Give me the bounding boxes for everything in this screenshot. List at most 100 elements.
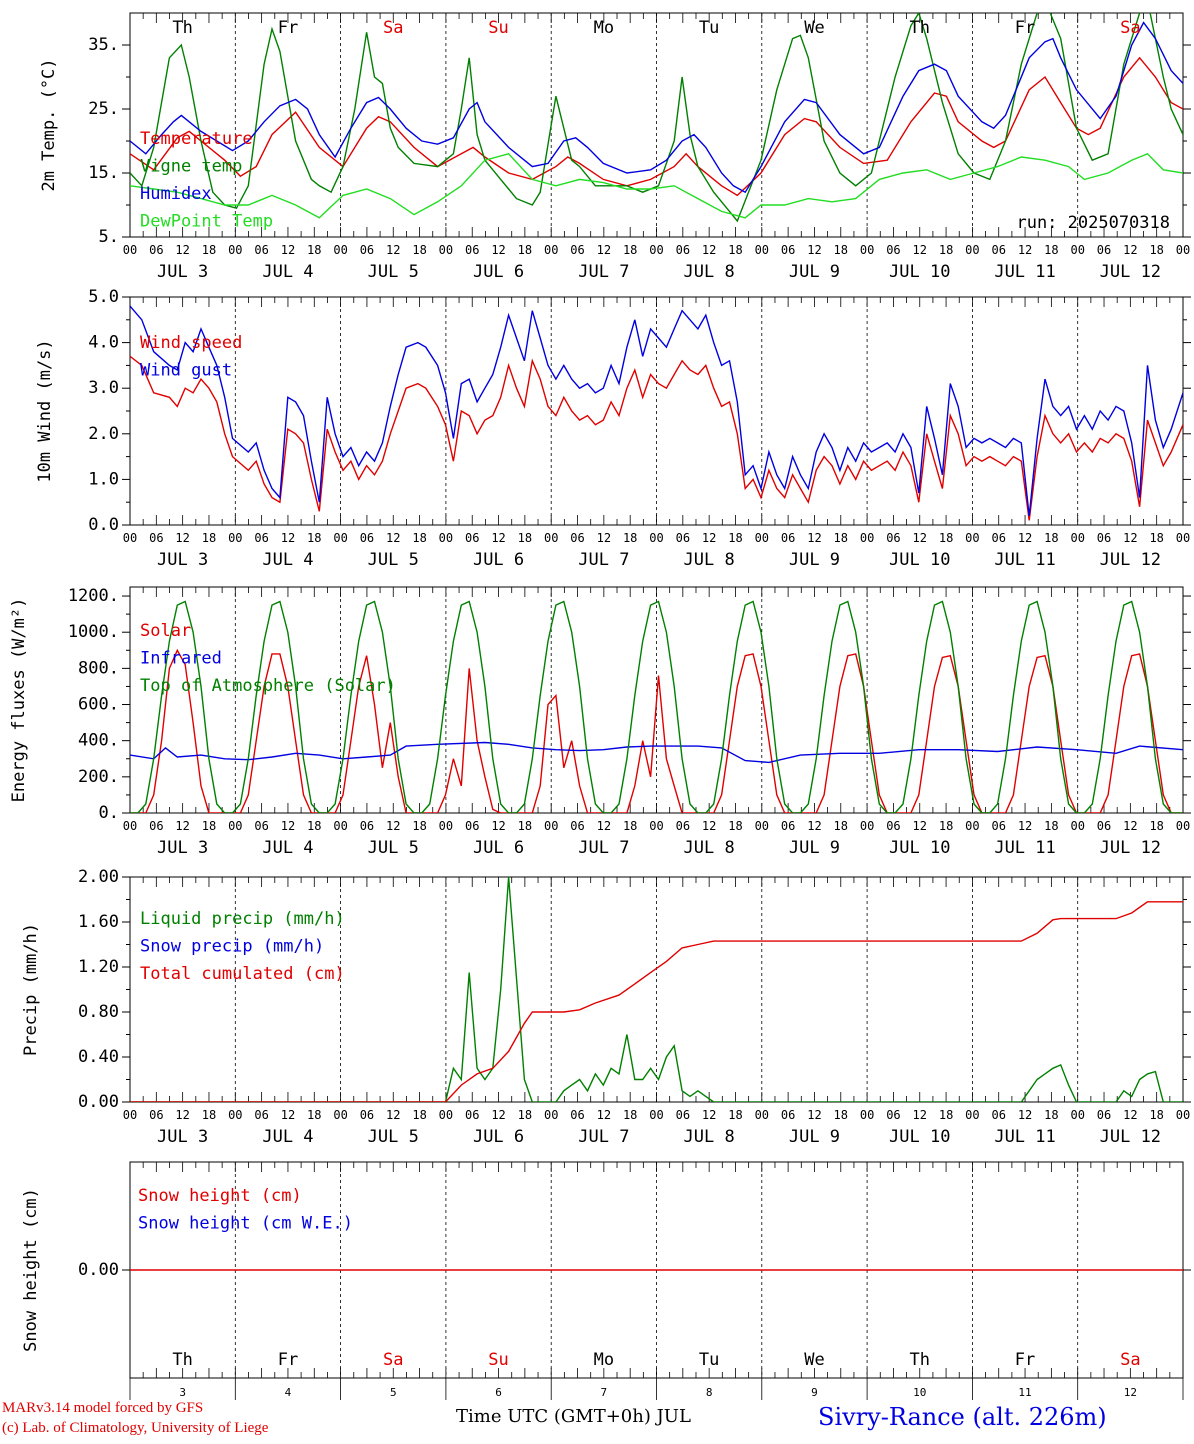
y-axis-label: 2m Temp. (°C)	[39, 58, 59, 191]
hour-label: 18	[412, 531, 426, 545]
hour-label: 18	[1149, 1108, 1163, 1122]
time-axis-title: Time UTC (GMT+0h) JUL	[456, 1406, 691, 1427]
hour-label: 12	[597, 531, 611, 545]
date-label: JUL 6	[473, 550, 524, 570]
plot-frame	[129, 12, 1184, 238]
y-tick-label: 1200.	[68, 586, 119, 606]
y-tick-label: 1.20	[78, 957, 119, 977]
series-line-top-of-atmosphere-solar-	[130, 600, 1183, 813]
hour-label: 06	[991, 531, 1005, 545]
weekday-label: Sa	[383, 18, 403, 38]
hour-label: 00	[1070, 243, 1084, 257]
hour-label: 06	[1097, 531, 1111, 545]
date-label: JUL 6	[473, 1127, 524, 1147]
weekday-label: We	[804, 1350, 824, 1370]
hour-label: 18	[202, 1108, 216, 1122]
weekday-label: Fr	[1015, 18, 1035, 38]
hour-label: 00	[439, 531, 453, 545]
day-number-label: 9	[811, 1386, 818, 1399]
hour-label: 06	[781, 819, 795, 833]
hour-label: 00	[439, 243, 453, 257]
hour-label: 06	[886, 819, 900, 833]
day-number-label: 5	[390, 1386, 397, 1399]
y-axis-label: 10m Wind (m/s)	[35, 339, 55, 482]
hour-label: 06	[254, 819, 268, 833]
hour-label: 06	[149, 819, 163, 833]
hour-label: 00	[123, 243, 137, 257]
hour-label: 06	[676, 819, 690, 833]
day-number-label: 6	[495, 1386, 502, 1399]
weekday-label: Mo	[594, 1350, 614, 1370]
hour-label: 12	[1018, 819, 1032, 833]
hour-label: 00	[965, 819, 979, 833]
legend-entry: Wind gust	[140, 361, 232, 381]
hour-label: 06	[254, 1108, 268, 1122]
hour-label: 00	[333, 243, 347, 257]
date-label: JUL 12	[1100, 550, 1161, 570]
legend-entry: Snow precip (mm/h)	[140, 937, 324, 957]
model-credit: MARv3.14 model forced by GFS	[2, 1400, 204, 1416]
hour-label: 00	[544, 819, 558, 833]
hour-label: 12	[175, 1108, 189, 1122]
hour-label: 00	[439, 1108, 453, 1122]
hour-label: 12	[702, 531, 716, 545]
hour-label: 12	[386, 243, 400, 257]
legend-entry: DewPoint Temp	[140, 212, 273, 232]
y-tick-label: 2.0	[88, 424, 119, 444]
weekday-label: Fr	[278, 1350, 298, 1370]
hour-label: 00	[649, 1108, 663, 1122]
y-axis-label: Energy fluxes (W/m²)	[9, 598, 29, 803]
hour-label: 12	[281, 531, 295, 545]
hour-label: 00	[544, 1108, 558, 1122]
hour-label: 06	[781, 1108, 795, 1122]
hour-label: 12	[807, 1108, 821, 1122]
hour-label: 00	[228, 1108, 242, 1122]
hour-label: 06	[360, 819, 374, 833]
date-label: JUL 11	[994, 550, 1055, 570]
date-label: JUL 4	[262, 550, 313, 570]
hour-label: 12	[491, 243, 505, 257]
y-tick-label: 5.	[99, 227, 119, 247]
hour-label: 12	[1018, 531, 1032, 545]
y-tick-label: 5.0	[88, 287, 119, 307]
date-label: JUL 3	[157, 1127, 208, 1147]
hour-label: 00	[860, 531, 874, 545]
date-label: JUL 7	[578, 838, 629, 858]
hour-label: 18	[518, 1108, 532, 1122]
hour-label: 12	[1123, 1108, 1137, 1122]
date-label: JUL 12	[1100, 262, 1161, 282]
hour-label: 18	[1044, 243, 1058, 257]
date-label: JUL 5	[368, 1127, 419, 1147]
hour-label: 12	[807, 243, 821, 257]
legend-entry: Infrared	[140, 649, 222, 669]
legend-entry: Temperature	[140, 129, 253, 149]
panel-snow: 0.00 Snow height (cm) Snow height (cm) Snow…	[21, 1161, 1191, 1400]
legend-entry: Top of Atmosphere (Solar)	[140, 676, 396, 696]
hour-label: 00	[123, 819, 137, 833]
hour-label: 18	[202, 243, 216, 257]
hour-label: 06	[570, 819, 584, 833]
hour-label: 00	[1176, 1108, 1190, 1122]
date-label: JUL 11	[994, 1127, 1055, 1147]
date-label: JUL 7	[578, 262, 629, 282]
hour-label: 00	[228, 531, 242, 545]
hour-label: 12	[702, 819, 716, 833]
lab-credit: (c) Lab. of Climatology, University of L…	[2, 1420, 269, 1436]
hour-label: 06	[781, 243, 795, 257]
date-label: JUL 8	[684, 1127, 735, 1147]
y-tick-label: 600.	[78, 695, 119, 715]
weekday-label: Su	[488, 18, 508, 38]
hour-label: 12	[702, 1108, 716, 1122]
hour-label: 18	[623, 531, 637, 545]
date-label: JUL 12	[1100, 1127, 1161, 1147]
weekday-label: Th	[910, 1350, 930, 1370]
hour-label: 18	[202, 531, 216, 545]
y-tick-label: 400.	[78, 731, 119, 751]
hour-label: 18	[412, 243, 426, 257]
date-label: JUL 9	[789, 262, 840, 282]
date-label: JUL 11	[994, 262, 1055, 282]
hour-label: 00	[123, 1108, 137, 1122]
hour-label: 18	[623, 243, 637, 257]
day-number-label: 12	[1124, 1386, 1137, 1399]
